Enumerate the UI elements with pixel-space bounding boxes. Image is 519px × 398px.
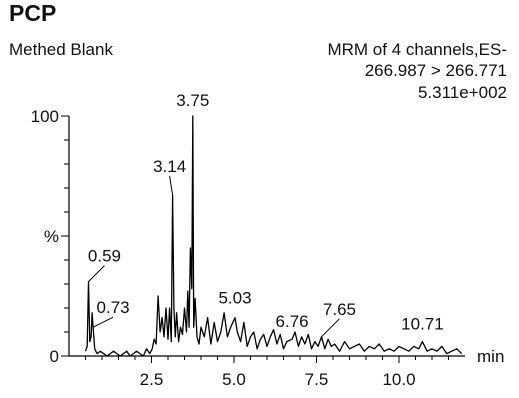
peak-label: 0.73	[97, 298, 130, 317]
peak-leader-line	[88, 265, 105, 282]
y-tick-label: 0	[50, 347, 59, 366]
sample-name: Methed Blank	[9, 40, 113, 59]
peak-label: 3.75	[176, 91, 209, 110]
peak-label: 6.76	[276, 312, 309, 331]
intensity-value: 5.311e+002	[417, 83, 507, 102]
x-tick-label: 7.5	[305, 370, 329, 389]
x-tick-label: 2.5	[140, 370, 164, 389]
chromatogram-trace	[84, 115, 463, 357]
chart-plot-area	[84, 115, 463, 357]
x-tick-label: 10.0	[382, 370, 415, 389]
x-tick-label: 5.0	[222, 370, 246, 389]
peak-label: 10.71	[401, 315, 444, 334]
peak-leader-line	[92, 316, 114, 328]
x-axis-label: min	[477, 347, 504, 366]
y-axis-label: %	[44, 227, 59, 246]
peak-label: 7.65	[323, 300, 356, 319]
compound-title: PCP	[9, 0, 57, 26]
peak-leader-line	[321, 318, 340, 338]
method-description: MRM of 4 channels,ES-	[327, 40, 507, 59]
peak-label: 0.59	[88, 247, 121, 266]
peak-leader-line	[169, 176, 174, 196]
chart-axes: 0 100% 2.5 5.0 7.5 10.0 min	[31, 107, 505, 389]
peak-label: 3.14	[153, 157, 186, 176]
peak-label: 5.03	[218, 289, 251, 308]
mrm-transition: 266.987 > 266.771	[364, 61, 507, 80]
chart-labels: 0.59 0.73 3.14 3.75 5.03 6.76 7.65 10.71	[88, 91, 444, 338]
y-tick-label: 100	[31, 107, 59, 126]
